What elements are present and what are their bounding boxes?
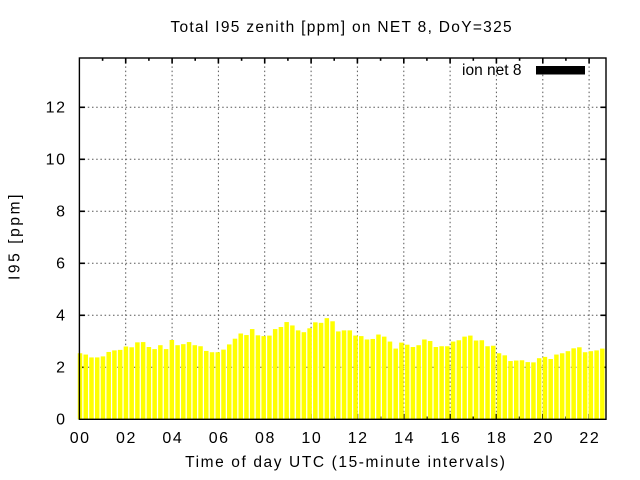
svg-text:10: 10 — [301, 430, 322, 447]
svg-text:04: 04 — [162, 430, 183, 447]
svg-text:I95 [ppm]: I95 [ppm] — [6, 192, 23, 280]
svg-text:6: 6 — [56, 256, 67, 273]
svg-text:Total I95 zenith [ppm] on NET: Total I95 zenith [ppm] on NET 8, DoY=325 — [170, 19, 513, 36]
svg-text:Time of day UTC (15-minute int: Time of day UTC (15-minute intervals) — [185, 454, 506, 471]
svg-text:12: 12 — [46, 100, 67, 117]
svg-text:2: 2 — [56, 360, 67, 377]
svg-text:00: 00 — [70, 430, 91, 447]
svg-text:02: 02 — [116, 430, 137, 447]
svg-text:18: 18 — [487, 430, 508, 447]
svg-text:20: 20 — [533, 430, 554, 447]
svg-text:4: 4 — [56, 308, 67, 325]
svg-text:14: 14 — [394, 430, 415, 447]
svg-text:8: 8 — [56, 204, 67, 221]
svg-text:08: 08 — [255, 430, 276, 447]
svg-text:06: 06 — [209, 430, 230, 447]
svg-text:ion net 8: ion net 8 — [462, 62, 521, 79]
svg-text:12: 12 — [348, 430, 369, 447]
svg-text:0: 0 — [56, 412, 67, 429]
svg-text:22: 22 — [579, 430, 600, 447]
svg-text:10: 10 — [46, 152, 67, 169]
svg-text:16: 16 — [440, 430, 461, 447]
